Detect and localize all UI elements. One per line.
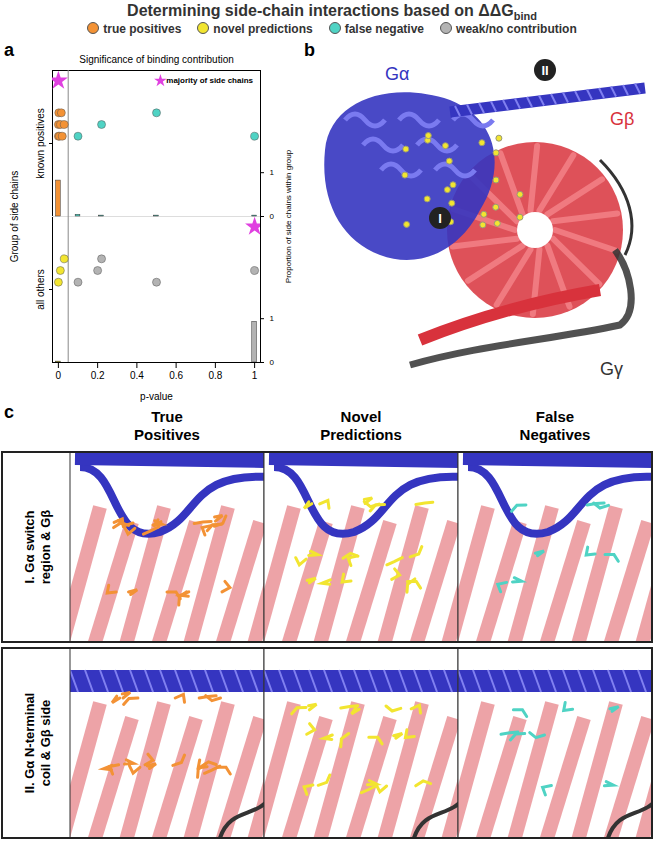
html-text:true positives: true positives <box>103 22 182 36</box>
svg-text:Significance of binding contri: Significance of binding contribution <box>79 54 234 65</box>
svg-text:Gγ: Gγ <box>600 359 623 379</box>
html-text:c: c <box>4 402 14 422</box>
svg-text:I: I <box>438 211 442 226</box>
svg-text:False: False <box>536 408 574 425</box>
svg-text:0.4: 0.4 <box>130 370 144 381</box>
svg-text:known positives: known positives <box>35 108 46 179</box>
svg-text:Group of side chains: Group of side chains <box>9 171 20 263</box>
svg-text:0: 0 <box>56 370 62 381</box>
svg-text:0: 0 <box>270 212 275 221</box>
html-text:novel predictions: novel predictions <box>213 22 313 36</box>
svg-text:Gβ: Gβ <box>610 109 634 129</box>
svg-text:1: 1 <box>252 370 258 381</box>
svg-text:Negatives: Negatives <box>520 426 591 443</box>
svg-text:0.8: 0.8 <box>208 370 222 381</box>
html-text:false negative: false negative <box>344 22 424 36</box>
html-text:b: b <box>304 40 315 60</box>
svg-text:majority of side chains: majority of side chains <box>166 76 253 85</box>
svg-text:Positives: Positives <box>134 426 200 443</box>
svg-text:Gα: Gα <box>385 64 409 84</box>
svg-text:Predictions: Predictions <box>320 426 402 443</box>
html-text:Determining side-chain interac: Determining side-chain interactions base… <box>127 2 537 23</box>
svg-text:I. Gα switchregion & Gβ: I. Gα switchregion & Gβ <box>22 510 53 584</box>
svg-text:0.2: 0.2 <box>91 370 105 381</box>
html-text:a: a <box>4 40 14 60</box>
svg-text:1: 1 <box>270 314 275 323</box>
html-text:weak/no contribution: weak/no contribution <box>456 22 577 36</box>
svg-text:p-value: p-value <box>140 391 173 402</box>
svg-text:Proportion of side chains with: Proportion of side chains within group <box>284 149 293 283</box>
svg-text:Novel: Novel <box>341 408 382 425</box>
svg-text:True: True <box>151 408 183 425</box>
svg-text:II: II <box>541 63 548 78</box>
svg-text:all others: all others <box>35 269 46 310</box>
svg-text:II. Gα N-terminalcoil & Gβ sid: II. Gα N-terminalcoil & Gβ side <box>22 693 53 793</box>
svg-text:1: 1 <box>270 168 275 177</box>
svg-text:0: 0 <box>270 358 275 367</box>
svg-text:0.6: 0.6 <box>169 370 183 381</box>
